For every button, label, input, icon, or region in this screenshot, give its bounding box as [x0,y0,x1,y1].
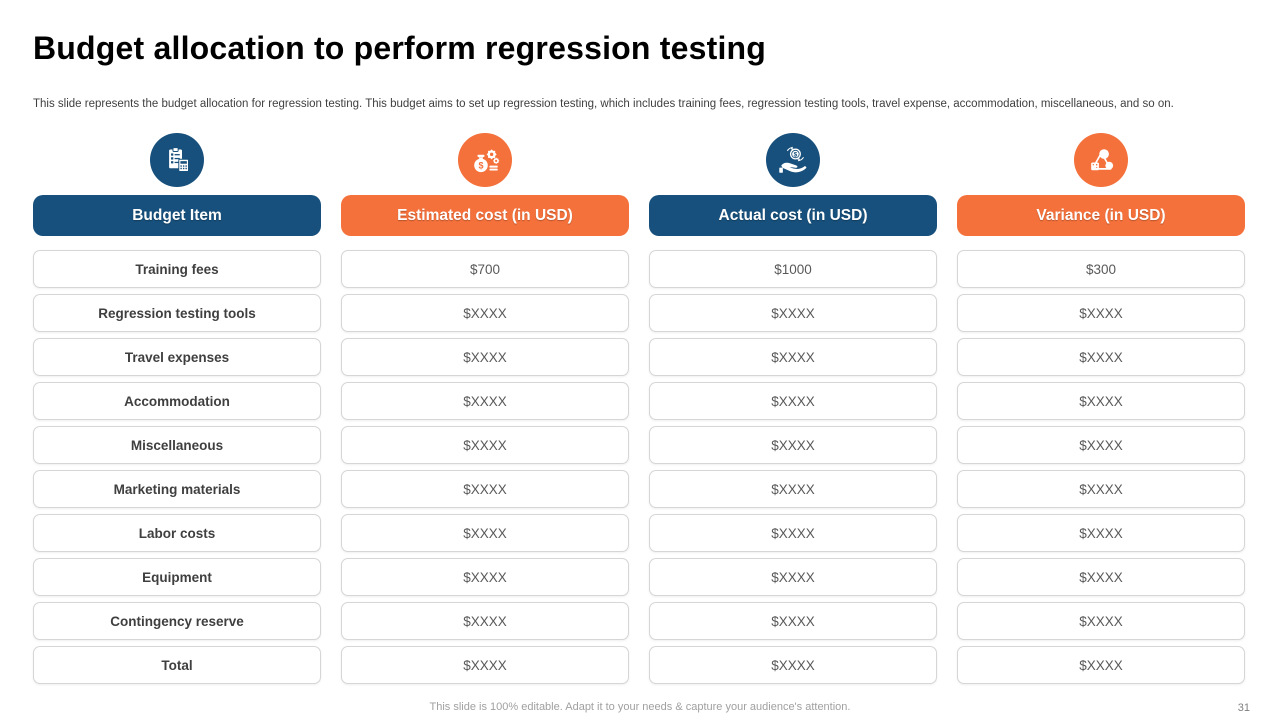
value-cell: $XXXX [341,514,629,552]
row-label-cell: Training fees [33,250,321,288]
row-label-cell: Marketing materials [33,470,321,508]
table-column-2: $ Actual cost (in USD) $1000 $XXXX $XXXX $XXX… [649,133,937,684]
shapes-variance-icon [1074,133,1128,187]
value-cell: $XXXX [341,646,629,684]
column-header: Variance (in USD) [957,195,1245,236]
value-cell: $XXXX [341,470,629,508]
value-cell: $XXXX [957,426,1245,464]
value-cell: $XXXX [649,558,937,596]
page-title: Budget allocation to perform regression … [33,30,767,66]
row-label-cell: Regression testing tools [33,294,321,332]
value-cell: $XXXX [957,470,1245,508]
table-column-1: $ Estimated cost (in USD) $700 $XXXX $XXXX $X… [341,133,629,684]
svg-text:$: $ [793,151,797,158]
svg-text:$: $ [478,160,483,170]
budget-table: Budget Item Training fees Regression testi… [33,133,1245,684]
value-cell: $XXXX [957,514,1245,552]
row-label-cell: Accommodation [33,382,321,420]
value-cell: $XXXX [341,602,629,640]
footer-note: This slide is 100% editable. Adapt it to… [429,701,851,713]
row-label-cell: Contingency reserve [33,602,321,640]
table-column-3: Variance (in USD) $300 $XXXX $XXXX $XXXX $XXX… [957,133,1245,684]
row-label-cell: Total [33,646,321,684]
value-cell: $XXXX [957,294,1245,332]
value-cell: $XXXX [649,426,937,464]
value-cell: $1000 [649,250,937,288]
value-cell: $XXXX [649,338,937,376]
value-cell: $XXXX [957,382,1245,420]
value-cell: $XXXX [957,558,1245,596]
value-cell: $XXXX [957,646,1245,684]
row-label-cell: Equipment [33,558,321,596]
value-cell: $XXXX [649,646,937,684]
column-header: Budget Item [33,195,321,236]
value-cell: $700 [341,250,629,288]
page-number: 31 [1237,702,1250,714]
table-column-0: Budget Item Training fees Regression testi… [33,133,321,684]
value-cell: $XXXX [649,514,937,552]
column-header: Actual cost (in USD) [649,195,937,236]
value-cell: $XXXX [649,602,937,640]
money-bag-gears-icon: $ [458,133,512,187]
value-cell: $XXXX [649,470,937,508]
slide-subtitle: This slide represents the budget allocat… [33,98,1174,110]
value-cell: $XXXX [649,382,937,420]
value-cell: $XXXX [957,602,1245,640]
clipboard-calculator-icon [150,133,204,187]
row-label-cell: Labor costs [33,514,321,552]
row-label-cell: Travel expenses [33,338,321,376]
value-cell: $XXXX [341,338,629,376]
value-cell: $XXXX [341,294,629,332]
value-cell: $300 [957,250,1245,288]
hand-coin-icon: $ [766,133,820,187]
value-cell: $XXXX [341,426,629,464]
value-cell: $XXXX [957,338,1245,376]
value-cell: $XXXX [341,382,629,420]
row-label-cell: Miscellaneous [33,426,321,464]
column-header: Estimated cost (in USD) [341,195,629,236]
value-cell: $XXXX [341,558,629,596]
value-cell: $XXXX [649,294,937,332]
